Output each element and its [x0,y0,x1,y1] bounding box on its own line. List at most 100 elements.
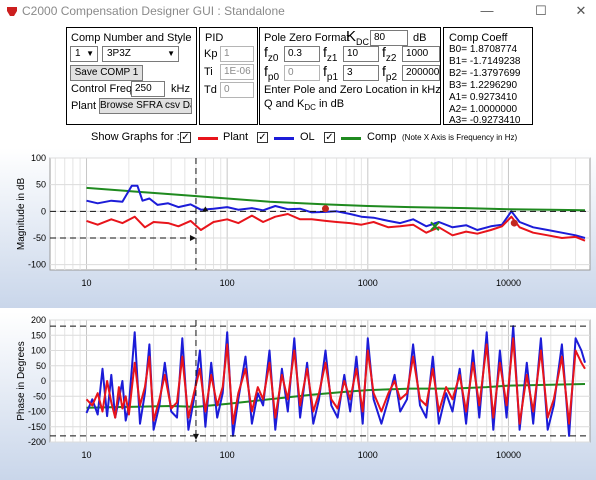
y-tick-label: 0 [41,376,46,386]
fp2-label-main: f [382,63,386,79]
fz2-input[interactable]: 1000 [402,46,440,62]
title-bar: C2000 Compensation Designer GUI : Standa… [0,0,596,22]
y-tick-label: 50 [36,180,46,190]
comp-heading: Comp Number and Style [71,32,192,44]
comp-checkbox[interactable]: ✓ [324,132,335,143]
y-tick-label: 100 [31,346,46,356]
plot-area [49,157,591,271]
pz-note-2b: in dB [315,98,345,110]
fz2-label-sub: z2 [385,52,397,64]
fp1-input[interactable]: 3 [343,65,379,81]
ol-swatch [274,137,294,140]
x-tick-label: 100 [220,450,235,460]
coeff-b0: B0= 1.8708774 [449,44,518,55]
kdc-label-main: K [346,28,357,45]
x-tick-label: 10000 [496,278,521,288]
coeff-b2: B2= -1.3797699 [449,68,521,79]
phase-plot[interactable]: 200 150 100 50 0 -50 -100 -150 -200 10 100 1000 1000… [0,312,596,480]
save-comp-button[interactable]: Save COMP 1 [70,65,143,81]
ti-input[interactable]: 1E-06 [220,64,254,80]
pid-panel: PID Kp 1 Ti 1E-06 Td 0 [199,27,258,125]
kdc-unit: dB [413,32,427,44]
chevron-down-icon: ▼ [167,49,175,58]
pz-note-2: Q and KDC in dB [264,98,344,112]
x-tick-label: 10000 [496,450,521,460]
coeff-a2: A2= 1.0000000 [449,104,518,115]
fp1-label: fp1 [323,63,338,83]
kdc-label: KDC [346,28,369,47]
fp2-input[interactable]: 2000000 [402,65,440,81]
ol-checkbox[interactable]: ✓ [257,132,268,143]
fp0-input[interactable]: 0 [284,65,320,81]
minimize-button[interactable]: — [480,3,494,18]
control-freq-input[interactable]: 250 [131,81,165,97]
plant-label: Plant [71,100,97,112]
zero-marker-icon [430,221,440,231]
fz0-label-sub: z0 [267,52,279,64]
plant-swatch [198,137,218,140]
pz-note-1: Enter Pole and Zero Location in kHz [264,84,441,96]
pz-heading: Pole Zero Format [264,32,350,44]
fz1-label-sub: z1 [326,52,338,64]
coeff-a1: A1= 0.9273410 [449,92,518,103]
x-tick-label: 1000 [358,450,378,460]
comp-style-select[interactable]: 3P3Z ▼ [102,46,179,62]
phase-axis-label: Phase in Degrees [16,341,27,421]
pole-marker-icon [321,205,329,213]
triangle-marker-icon [202,206,209,212]
comp-panel: Comp Number and Style 1 ▼ 3P3Z ▼ Save COMP… [66,27,197,125]
comp-number-value: 1 [75,48,81,59]
control-freq-label: Control Freq [71,83,133,95]
kp-label: Kp [204,48,218,60]
maximize-button[interactable]: ☐ [535,3,547,18]
y-tick-label: 200 [31,315,46,325]
kdc-input[interactable]: 80 [370,30,408,46]
control-freq-unit: kHz [171,83,190,95]
fp2-label-sub: p2 [385,71,398,83]
fz2-label: fz2 [382,44,396,64]
pz-note-2a: Q and K [264,98,305,110]
comp-style-value: 3P3Z [107,48,131,59]
arrow-right-icon [189,235,196,241]
coeff-b3: B3= 1.2296290 [449,80,518,91]
td-input[interactable]: 0 [220,82,254,98]
comp-coeff-panel: Comp Coeff B0= 1.8708774 B1= -1.7149238 … [443,27,533,126]
browse-sfra-button[interactable]: Browse SFRA csv Data [99,98,192,114]
ti-logo-icon [7,7,17,16]
pid-heading: PID [205,32,224,44]
ol-legend-label: OL [300,131,315,143]
plant-checkbox[interactable]: ✓ [180,132,191,143]
x-tick-label: 10 [82,278,92,288]
fz0-input[interactable]: 0.3 [284,46,320,62]
fp1-label-sub: p1 [326,71,339,83]
fp2-label: fp2 [382,63,397,83]
fp0-label-sub: p0 [267,71,280,83]
y-tick-label: 100 [31,153,46,163]
coeff-b1: B1= -1.7149238 [449,56,521,67]
pz-note-2-sub: DC [304,103,316,113]
fz0-label-main: f [264,44,268,60]
fz1-label: fz1 [323,44,337,64]
fz0-label: fz0 [264,44,278,64]
plant-legend-label: Plant [223,131,249,143]
coeff-a3: A3= -0.9273410 [449,115,521,126]
pole-zero-panel: Pole Zero Format KDC 80 dB fz0 0.3 fz1 1… [259,27,441,125]
y-tick-label: 0 [41,206,46,216]
kdc-label-sub: DC [356,37,370,47]
axis-note: (Note X Axis is Frequency in Hz) [402,133,518,142]
y-tick-label: -50 [33,233,46,243]
series-plant-line [85,337,586,425]
window-title: C2000 Compensation Designer GUI : Standa… [22,4,285,18]
fp0-label-main: f [264,63,268,79]
fp1-label-main: f [323,63,327,79]
y-tick-label: 150 [31,330,46,340]
fz1-input[interactable]: 10 [343,46,379,62]
comp-legend-label: Comp [367,131,397,143]
show-graphs-label: Show Graphs for : [91,131,180,143]
magnitude-plot[interactable]: 100 50 0 -50 -100 10 100 1000 10000 Magnitude in… [0,148,596,308]
kp-input[interactable]: 1 [220,46,254,62]
coeff-heading: Comp Coeff [449,32,508,44]
x-tick-label: 10 [82,450,92,460]
close-button[interactable]: ✕ [575,3,587,18]
comp-number-select[interactable]: 1 ▼ [70,46,98,62]
